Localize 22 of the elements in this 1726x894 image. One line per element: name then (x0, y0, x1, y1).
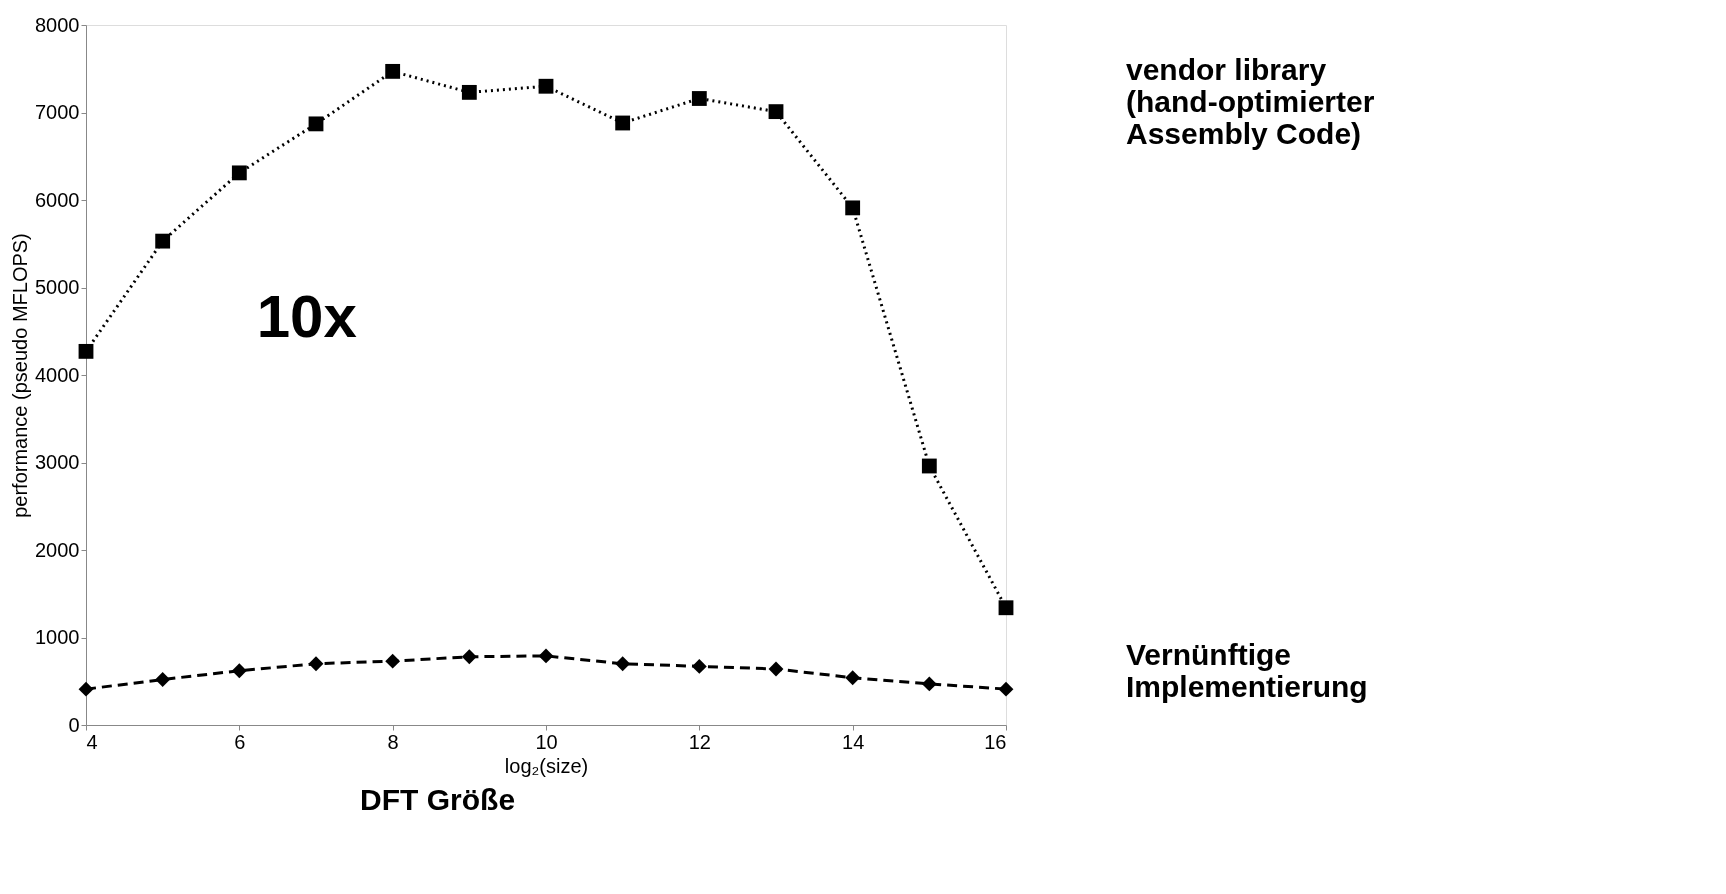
y-tick-label: 7000 (35, 101, 80, 123)
x-tick-label: 10 (535, 730, 558, 753)
x-tick-label: 16 (984, 730, 1007, 753)
x-tick-label: 6 (234, 730, 246, 753)
y-tick-label: 8000 (35, 13, 80, 36)
y-tick-label: 1000 (35, 626, 80, 648)
text: Vernünftige Implementierung (1126, 637, 1368, 703)
y-tick-label: 2000 (35, 538, 80, 561)
text: vendor library (hand-optimierter Assembly Code) (1126, 53, 1375, 151)
y-tick-label: 3000 (35, 451, 80, 473)
x-tick-label: 4 (86, 730, 98, 753)
x-axis-title: log₂(size) (504, 754, 589, 777)
y-tick-label: 4000 (35, 363, 80, 386)
y-tick-label: 6000 (35, 188, 80, 211)
y-tick-label: 5000 (35, 276, 80, 298)
y-axis-title: performance (pseudo MFLOPS) (9, 233, 32, 518)
text: DFT Größe (360, 783, 516, 816)
annotation: 10x (256, 283, 357, 350)
x-tick-label: 12 (688, 730, 711, 753)
x-tick-label: 8 (387, 730, 399, 753)
x-tick-label: 14 (842, 730, 865, 753)
y-tick-label: 0 (68, 713, 80, 736)
